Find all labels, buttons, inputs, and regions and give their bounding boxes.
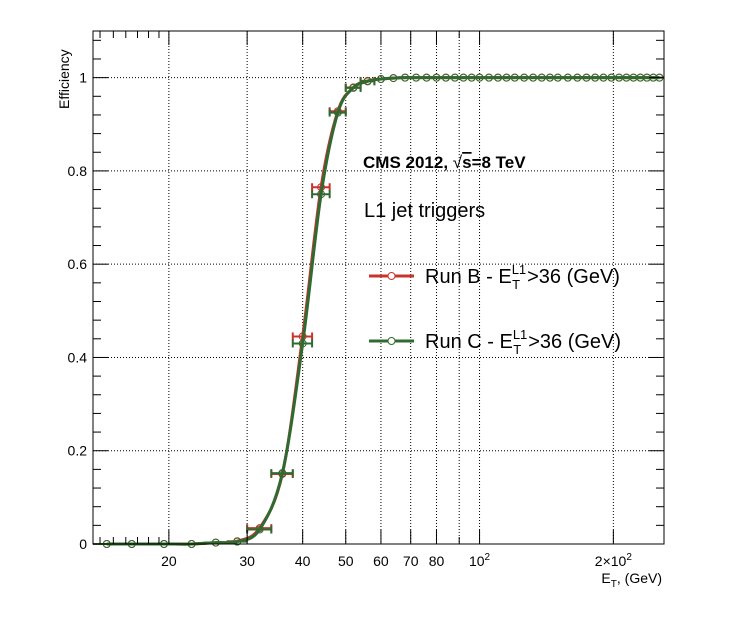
y-tick-label: 1 xyxy=(79,70,87,86)
sqrt-radicand: s xyxy=(462,153,471,172)
data-point xyxy=(317,190,326,199)
data-point xyxy=(582,73,591,82)
legend-entry-run-c: Run C - EL1 T >36 (GeV) xyxy=(369,327,621,357)
x-tick-label: 40 xyxy=(295,553,311,569)
plot-frame xyxy=(92,30,665,545)
fit-curve xyxy=(106,76,660,546)
data-point xyxy=(520,73,529,82)
series-run-b xyxy=(93,73,664,548)
x-axis-label: ET, (GeV) xyxy=(601,570,662,590)
chart-title: CMS 2012, √s=8 TeV xyxy=(363,153,526,172)
legend-label: Run C - EL1 T >36 (GeV) xyxy=(425,327,621,357)
y-tick-label: 0.4 xyxy=(68,349,88,365)
data-point xyxy=(233,537,242,546)
data-point xyxy=(412,73,421,82)
legend-label: Run B - EL1 T >36 (GeV) xyxy=(425,262,620,292)
data-point xyxy=(573,73,582,82)
data-point xyxy=(450,73,459,82)
x-tick-label: 70 xyxy=(403,553,419,569)
data-point xyxy=(401,73,410,82)
data-point xyxy=(467,73,476,82)
y-tick-label: 0.6 xyxy=(68,256,88,272)
y-axis-label: Efficiency xyxy=(56,49,72,109)
data-point xyxy=(363,77,372,86)
x-tick-label: 30 xyxy=(239,553,255,569)
y-tick-label: 0.8 xyxy=(68,163,88,179)
x-tick-label: 50 xyxy=(338,553,354,569)
data-point xyxy=(422,73,431,82)
data-point xyxy=(441,73,450,82)
legend-marker xyxy=(387,337,396,345)
data-point xyxy=(563,73,572,82)
data-point xyxy=(545,73,554,82)
data-point xyxy=(553,73,562,82)
data-point xyxy=(537,73,546,82)
data-point xyxy=(475,73,484,82)
data-point xyxy=(459,73,468,82)
data-point xyxy=(376,75,385,84)
axis-ticks xyxy=(93,31,664,545)
x-tick-label: 2×102 xyxy=(595,552,633,569)
data-point xyxy=(349,83,358,92)
legend-marker xyxy=(387,272,396,280)
x-tick-label: 60 xyxy=(373,553,389,569)
series-layer xyxy=(93,73,664,548)
x-tick-label: 80 xyxy=(429,553,445,569)
data-point xyxy=(255,525,264,534)
axis-tick-labels: 20 30 40 50 60 70 80 102 2×102 0 0.2 0.4 0.6 0.8 1 xyxy=(68,70,633,569)
x-axis-label-sub: T xyxy=(611,579,617,590)
data-point xyxy=(298,339,307,348)
data-point xyxy=(211,538,220,547)
data-point xyxy=(432,73,441,82)
data-point xyxy=(389,74,398,83)
data-point xyxy=(529,73,538,82)
grid xyxy=(93,31,664,544)
data-point xyxy=(484,73,493,82)
x-tick-label: 102 xyxy=(469,552,491,569)
legend-entry-run-b: Run B - EL1 T >36 (GeV) xyxy=(369,262,620,292)
data-point xyxy=(599,73,608,82)
y-tick-label: 0 xyxy=(79,536,87,552)
data-point xyxy=(333,108,342,117)
series-run-c xyxy=(93,73,664,548)
data-point xyxy=(607,73,616,82)
chart-subtitle: L1 jet triggers xyxy=(364,200,485,222)
x-tick-label: 20 xyxy=(161,553,177,569)
data-point xyxy=(510,73,519,82)
y-tick-label: 0.2 xyxy=(68,443,88,459)
legend: Run B - EL1 T >36 (GeV) Run C - EL1 T >36 (Ge… xyxy=(369,262,621,357)
data-point xyxy=(591,73,600,82)
fit-curve xyxy=(106,76,660,546)
sqrt-sign: √ xyxy=(453,153,463,172)
data-point xyxy=(278,469,287,478)
